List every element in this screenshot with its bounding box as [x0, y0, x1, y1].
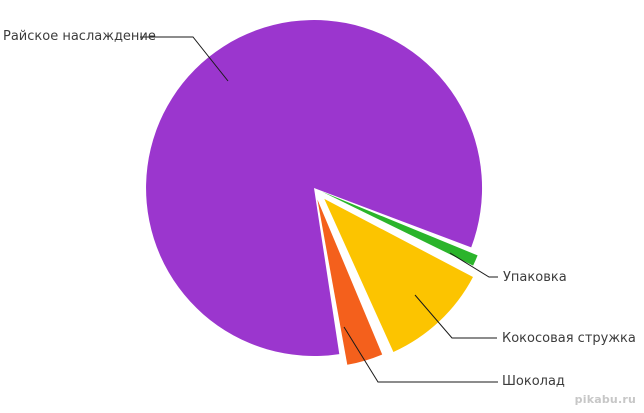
slice-label-packaging: Упаковка [503, 270, 567, 285]
pie-slice-paradise [146, 20, 483, 357]
watermark: pikabu.ru [574, 393, 636, 406]
leader-line-coconut [414, 294, 497, 339]
pie-slices [146, 20, 483, 365]
leader-line-paradise [140, 36, 229, 82]
leader-line-packaging [449, 252, 498, 278]
slice-label-coconut: Кокосовая стружка [502, 331, 636, 346]
pie-slice-chocolate [317, 199, 383, 365]
leader-lines [140, 36, 498, 383]
pie-slice-coconut [324, 198, 473, 352]
leader-line-chocolate [343, 326, 498, 383]
pie-slice-packaging [322, 191, 478, 266]
slice-label-paradise: Райское наслаждение [3, 29, 156, 44]
slice-label-chocolate: Шоколад [502, 374, 565, 389]
